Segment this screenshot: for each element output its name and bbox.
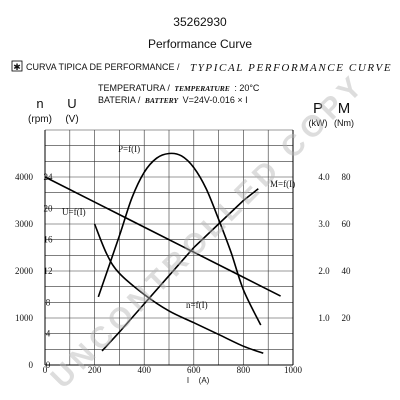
- power-curve-label: P=f(I): [118, 144, 140, 154]
- battery-value: V=24V-0.016 × I: [183, 95, 248, 105]
- n-tick-label: 2000: [15, 266, 34, 276]
- battery-en: BATTERY: [144, 96, 180, 105]
- n-tick-label: 0: [29, 360, 34, 370]
- curves: [44, 152, 281, 355]
- u-tick-label: 20: [44, 203, 54, 213]
- asterisk-icon: ✱: [13, 62, 21, 72]
- u-tick-label: 8: [46, 297, 51, 307]
- n-tick-label: 4000: [15, 172, 34, 182]
- i-axis-unit: (A): [199, 376, 210, 385]
- u-tick-label: 16: [44, 235, 54, 245]
- temperature-value: : 20°C: [234, 83, 260, 93]
- m-axis-symbol: M: [338, 100, 351, 117]
- u-axis-unit: (V): [65, 114, 78, 125]
- temperature-en: TEMPERATURE: [174, 84, 229, 93]
- x-tick-label: 0: [43, 365, 48, 375]
- watermark: UNCONTROLLED COPY: [45, 68, 372, 395]
- chart-title: Performance Curve: [148, 37, 252, 51]
- m-tick-label: 40: [342, 266, 352, 276]
- p-axis-unit: (kW): [309, 118, 328, 128]
- tick-labels: 0 200 400 600 800 1000 0 1000 2000 3000 4000 0 4 8 12 1…: [15, 172, 351, 375]
- n-axis-symbol: n: [36, 96, 43, 111]
- part-number: 35262930: [173, 15, 227, 29]
- battery-es: BATERIA /: [98, 95, 141, 105]
- p-tick-label: 2.0: [318, 266, 330, 276]
- m-axis-unit: (Nm): [334, 118, 354, 128]
- p-tick-label: 3.0: [318, 219, 330, 229]
- temperature-label: TEMPERATURA / TEMPERATURE : 20°C: [98, 83, 260, 93]
- n-tick-label: 3000: [15, 219, 34, 229]
- p-tick-label: 1.0: [318, 313, 330, 323]
- p-tick-label: 4.0: [318, 172, 330, 182]
- x-tick-label: 800: [237, 365, 251, 375]
- x-tick-label: 600: [187, 365, 201, 375]
- battery-label: BATERIA / BATTERY V=24V-0.016 × I: [98, 95, 248, 105]
- u-tick-label: 24: [44, 172, 54, 182]
- m-tick-label: 20: [342, 313, 352, 323]
- voltage-curve-label: U=f(I): [62, 207, 86, 217]
- u-tick-label: 4: [46, 329, 51, 339]
- asterisk-box: [11, 60, 23, 72]
- speed-curve-label: n=f(I): [186, 300, 208, 310]
- u-axis-symbol: U: [67, 96, 76, 111]
- u-tick-label: 0: [46, 360, 51, 370]
- m-tick-label: 80: [342, 172, 352, 182]
- n-tick-label: 1000: [15, 313, 34, 323]
- power-curve: [97, 152, 262, 326]
- x-tick-label: 200: [88, 365, 102, 375]
- grid: [44, 129, 294, 366]
- caption-en: TYPICAL PERFORMANCE CURVE: [190, 62, 392, 74]
- x-tick-label: 400: [137, 365, 151, 375]
- p-axis-symbol: P: [313, 100, 323, 117]
- x-tick-label: 1000: [284, 365, 303, 375]
- voltage-curve: [44, 176, 281, 297]
- curve-labels: U=f(I) n=f(I) P=f(I) M=f(I): [62, 144, 295, 310]
- torque-curve-label: M=f(I): [270, 179, 295, 189]
- n-axis-unit: (rpm): [28, 114, 52, 125]
- i-axis-symbol: I: [187, 376, 189, 385]
- caption-es: CURVA TIPICA DE PERFORMANCE /: [26, 62, 180, 72]
- torque-curve: [101, 188, 259, 352]
- temperature-es: TEMPERATURA /: [98, 83, 170, 93]
- u-tick-label: 12: [44, 266, 53, 276]
- m-tick-label: 60: [342, 219, 352, 229]
